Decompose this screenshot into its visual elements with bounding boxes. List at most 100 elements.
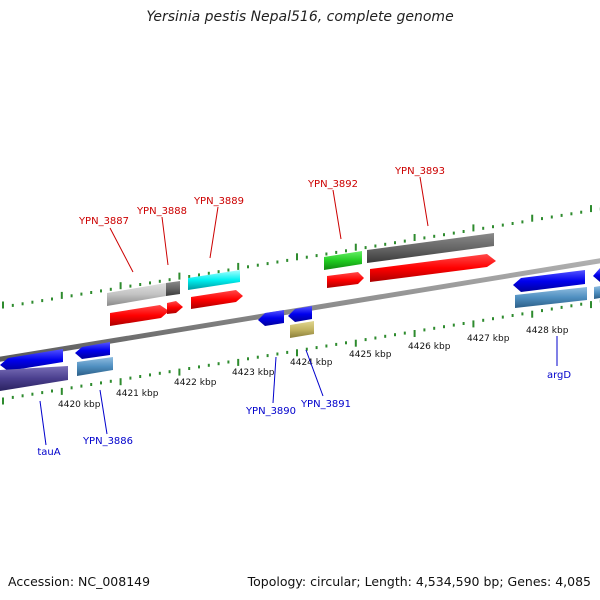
gc-tick [335,342,338,346]
gc-tick [247,357,249,361]
reverse-gene-label-text: tauA YPN_3886 YPN_3890 YPN_3891 argD [37,370,571,458]
gc-tick [364,246,367,250]
cds-ypn-3893-bar[interactable] [367,233,494,263]
cds-taua-bar[interactable] [0,366,68,391]
gene-label-ypn-3892[interactable]: YPN_3892 [307,179,358,190]
gc-tick [80,292,83,296]
gc-tick [31,392,34,396]
gc-tick [168,278,171,282]
tick-label: 4421 kbp [116,389,159,399]
gc-tick [266,354,269,358]
gc-tick [237,262,240,270]
gene-label-taua[interactable]: tauA [37,447,60,458]
forward-dotted-band [2,205,600,309]
gc-tick [335,250,338,254]
gc-tick [394,241,396,245]
gc-tick [492,225,494,229]
cds-edge-arrow[interactable] [593,268,600,282]
gc-tick [423,236,426,240]
gene-label-ypn-3889[interactable]: YPN_3889 [193,196,244,207]
cds-edge-bar[interactable] [594,286,600,299]
cds-ypn-3892-bar[interactable] [324,251,362,270]
cds-argd-arrow[interactable] [513,270,585,292]
cds-ypn-3892-arrow[interactable] [327,272,364,288]
gene-label-ypn-3887[interactable]: YPN_3887 [78,216,129,227]
gc-tick [384,242,387,246]
gc-tick [521,312,524,316]
gc-tick [462,230,465,233]
gc-tick [472,320,475,328]
gc-tick [345,249,347,253]
gc-tick [237,358,240,366]
leader-line [332,189,342,240]
gc-tick [119,378,122,386]
tick-label: 4422 kbp [174,378,217,388]
gc-tick [11,303,14,307]
forward-gene-label-text: YPN_3887 YPN_3888 YPN_3889 YPN_3892 YPN_… [78,166,445,227]
gc-tick [550,215,553,219]
cds-ypn-3889-bar[interactable] [188,270,240,290]
gc-tick [109,287,112,291]
cds-ypn-3891-arrow[interactable] [288,306,312,322]
gc-tick [394,333,396,337]
reverse-dotted-band [2,299,600,405]
gc-tick [21,302,24,306]
gc-tick [256,355,259,359]
cds-ypn-3890-arrow[interactable] [258,310,284,326]
cds-ypn-3887-arrow[interactable] [110,305,169,326]
gene-label-ypn-3890[interactable]: YPN_3890 [245,406,296,417]
cds-ypn-3888-bar[interactable] [166,281,180,296]
cds-argd-bar[interactable] [515,287,587,308]
cds-ypn-3893-arrow[interactable] [370,254,496,282]
gc-tick [325,344,328,348]
gene-label-ypn-3888[interactable]: YPN_3888 [136,206,187,217]
cds-ypn-3887-bar[interactable] [107,283,166,306]
reverse-gene-labels [39,336,558,446]
gc-tick [256,263,259,267]
cds-ypn-3888-arrow[interactable] [167,301,183,314]
gc-tick [315,346,318,350]
gc-tick [364,338,367,342]
gc-tick [443,233,445,237]
cds-ypn-3886-arrow[interactable] [75,342,110,359]
gene-label-argd[interactable]: argD [547,370,571,381]
gc-tick [452,231,455,235]
gc-tick [41,391,44,395]
gc-tick [531,310,534,318]
gc-tick [403,331,406,335]
cds-ypn-3891-bar[interactable] [290,321,314,338]
gc-tick [31,300,34,304]
gc-tick [403,239,406,243]
gc-tick [60,387,63,395]
gc-tick [433,326,436,330]
gc-tick [227,360,230,364]
gene-label-ypn-3891[interactable]: YPN_3891 [300,399,351,410]
cds-taua-arrow[interactable] [0,349,63,371]
gc-tick [276,260,279,264]
gc-tick [286,258,289,262]
tick-label: 4420 kbp [58,400,101,410]
gc-tick [11,395,14,399]
gc-tick [354,339,357,347]
gc-tick [70,294,73,298]
cds-ypn-3886-bar[interactable] [77,357,113,376]
tick-label: 4426 kbp [408,342,451,352]
leader-line [305,349,324,397]
gc-tick [168,370,171,374]
gc-tick [129,284,132,288]
gc-tick [521,220,524,224]
gc-tick [305,255,308,259]
topology-text: Topology: circular; Length: 4,534,590 bp… [247,574,591,589]
gc-tick [158,371,161,375]
map-title: Yersinia pestis Nepal516, complete genom… [146,9,454,25]
gc-tick [511,314,514,317]
accession-text: Accession: NC_008149 [8,574,151,589]
gc-tick [462,322,465,325]
gc-tick [90,383,93,386]
gene-label-ypn-3893[interactable]: YPN_3893 [394,166,445,177]
gc-tick [80,384,83,388]
cds-ypn-3889-arrow[interactable] [191,290,243,309]
gene-label-ypn-3886[interactable]: YPN_3886 [82,436,133,447]
gc-tick [384,334,387,338]
gc-tick [51,297,53,301]
